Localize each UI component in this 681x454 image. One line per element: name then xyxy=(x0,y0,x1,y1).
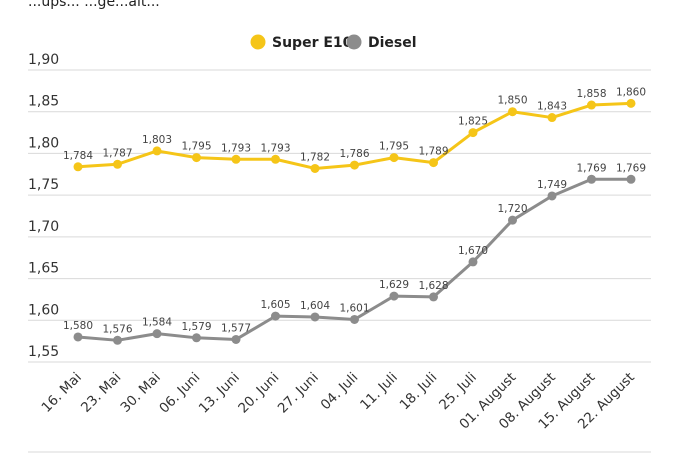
x-tick-label: 11. Juli xyxy=(357,370,401,414)
x-tick-label: 20. Juni xyxy=(235,370,282,417)
data-point xyxy=(626,174,636,184)
legend-marker xyxy=(346,34,362,50)
y-tick-label: 1,80 xyxy=(28,135,59,151)
data-label: 1,825 xyxy=(458,116,488,128)
data-label: 1,803 xyxy=(142,134,172,146)
legend-marker xyxy=(250,34,266,50)
y-tick-label: 1,70 xyxy=(28,219,59,235)
x-tick-label: 27. Juni xyxy=(275,370,322,417)
header-text: ...ups... ...ge...alt... xyxy=(28,0,160,10)
data-label: 1,749 xyxy=(537,179,567,191)
data-label: 1,605 xyxy=(260,299,290,311)
data-point xyxy=(468,128,478,138)
data-point xyxy=(152,146,162,156)
data-point xyxy=(429,292,438,302)
series-group: 1,784 1,787 1,803 1,795 1,793 1,793 1,782 1,786… xyxy=(63,86,646,345)
data-label: 1,601 xyxy=(339,302,369,314)
legend: Super E10 Diesel xyxy=(250,34,417,51)
data-point xyxy=(271,154,280,164)
data-point xyxy=(152,329,162,339)
data-label: 1,670 xyxy=(458,245,488,257)
data-label: 1,860 xyxy=(616,86,646,98)
data-point xyxy=(547,191,557,201)
data-point xyxy=(113,159,122,169)
data-label: 1,576 xyxy=(102,323,132,335)
legend-label: Super E10 xyxy=(272,35,353,51)
data-label: 1,793 xyxy=(221,142,251,154)
y-tick-label: 1,85 xyxy=(28,94,59,110)
data-point xyxy=(626,98,636,108)
data-label: 1,720 xyxy=(497,203,527,215)
data-label: 1,786 xyxy=(339,148,369,160)
data-label: 1,787 xyxy=(102,147,132,159)
data-point xyxy=(587,100,596,110)
y-tick-label: 1,65 xyxy=(28,261,59,277)
data-point xyxy=(310,312,320,322)
legend-label: Diesel xyxy=(368,35,417,51)
data-point xyxy=(192,333,201,343)
data-point xyxy=(508,107,517,117)
data-label: 1,795 xyxy=(379,141,409,153)
data-point xyxy=(468,257,478,267)
x-tick-label: 18. Juli xyxy=(397,370,441,414)
x-tick-label: 16. Mai xyxy=(39,370,85,416)
data-point xyxy=(231,334,241,344)
data-label: 1,769 xyxy=(616,162,646,174)
y-tick-label: 1,60 xyxy=(28,302,59,318)
x-tick-label: 04. Juli xyxy=(318,370,362,414)
data-label: 1,628 xyxy=(418,280,448,292)
y-tick-label: 1,55 xyxy=(28,344,59,360)
data-label: 1,789 xyxy=(418,146,448,158)
data-point xyxy=(113,335,122,345)
data-label: 1,795 xyxy=(181,141,211,153)
x-tick-label: 13. Juni xyxy=(196,370,243,417)
data-label: 1,604 xyxy=(300,300,330,312)
data-point xyxy=(429,158,438,168)
data-point xyxy=(389,153,399,163)
data-point xyxy=(231,154,241,164)
data-label: 1,580 xyxy=(63,320,93,332)
data-label: 1,579 xyxy=(181,321,211,333)
data-label: 1,782 xyxy=(300,151,330,163)
data-label: 1,784 xyxy=(63,150,93,162)
data-point xyxy=(389,291,399,301)
data-point xyxy=(271,311,280,321)
data-label: 1,843 xyxy=(537,101,567,113)
data-point xyxy=(587,174,596,184)
data-label: 1,769 xyxy=(576,162,606,174)
x-tick-label: 06. Juni xyxy=(156,370,203,417)
data-point xyxy=(73,162,83,172)
data-label: 1,629 xyxy=(379,279,409,291)
y-axis: 1,55 1,60 1,65 1,70 1,75 1,80 1,85 1,90 xyxy=(28,52,59,360)
data-point xyxy=(547,113,557,123)
data-label: 1,577 xyxy=(221,322,251,334)
y-tick-label: 1,90 xyxy=(28,52,59,68)
grid xyxy=(28,69,651,363)
data-point xyxy=(73,332,83,342)
data-point xyxy=(192,153,201,163)
data-label: 1,858 xyxy=(576,88,606,100)
data-point xyxy=(310,163,320,173)
data-label: 1,850 xyxy=(497,95,527,107)
data-label: 1,584 xyxy=(142,317,172,329)
x-tick-label: 23. Mai xyxy=(78,370,124,416)
x-tick-label: 30. Mai xyxy=(118,370,164,416)
data-point xyxy=(350,314,359,324)
y-tick-label: 1,75 xyxy=(28,177,59,193)
data-point xyxy=(350,160,359,170)
data-label: 1,793 xyxy=(260,142,290,154)
data-point xyxy=(508,215,517,225)
